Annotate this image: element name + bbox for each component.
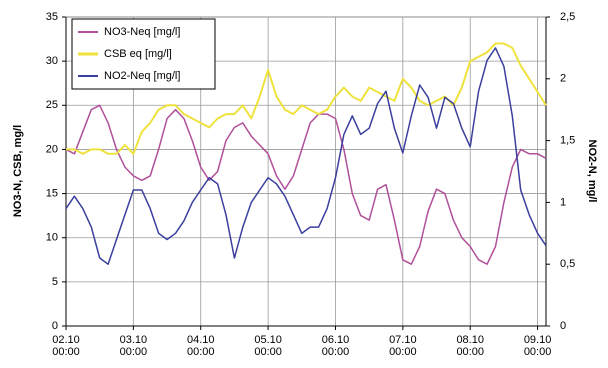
y2-tick-label: 0	[560, 320, 566, 332]
y2-tick-label: 0,5	[560, 258, 575, 270]
y2-axis-title: NO2-N, mg/l	[586, 140, 598, 203]
x-tick-label: 07.10 00:00	[389, 334, 417, 358]
x-tick-label: 05.10 00:00	[254, 334, 282, 358]
y-axis-title: NO3-N, CSB, mg/l	[12, 125, 24, 217]
legend-label: CSB eq [mg/l]	[104, 48, 172, 60]
x-tick-label: 02.10 00:00	[52, 334, 80, 358]
y2-tick-label: 2,5	[560, 11, 575, 23]
y-tick-label: 35	[46, 11, 58, 23]
y-tick-label: 15	[46, 187, 58, 199]
series-line	[65, 104, 547, 265]
y-tick-label: 5	[52, 276, 58, 288]
y-tick-label: 10	[46, 232, 58, 244]
series-line	[65, 47, 547, 265]
y-tick-label: 25	[46, 99, 58, 111]
y2-tick-label: 1	[560, 196, 566, 208]
legend-label: NO3-Neq [mg/l]	[104, 26, 180, 38]
x-tick-label: 04.10 00:00	[186, 334, 215, 358]
y-tick-label: 30	[46, 55, 58, 67]
y-tick-label: 20	[46, 143, 58, 155]
y2-tick-label: 1,5	[560, 135, 575, 147]
x-tick-label: 08.10 00:00	[456, 334, 484, 358]
x-tick-label: 09.10 00:00	[523, 334, 552, 358]
x-tick-label: 06.10 00:00	[321, 334, 350, 358]
series-line	[66, 42, 547, 155]
legend-label: NO2-Neq [mg/l]	[104, 70, 180, 82]
x-tick-label: 03.10 00:00	[119, 334, 148, 358]
y-tick-label: 0	[52, 320, 58, 332]
y2-tick-label: 2	[560, 73, 566, 85]
